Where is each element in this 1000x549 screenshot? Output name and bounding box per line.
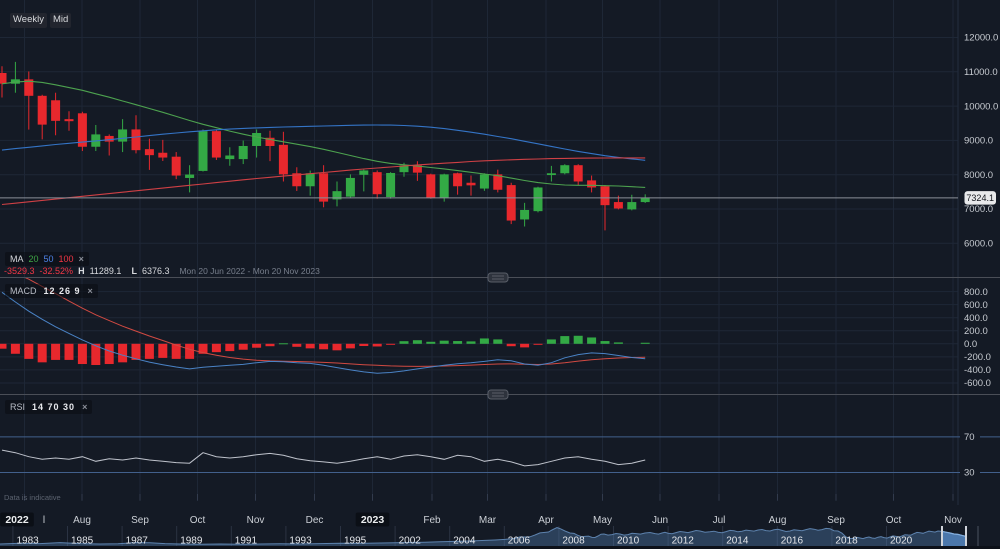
time-label: Aug <box>73 515 91 526</box>
macd-axis-label: 200.0 <box>964 326 988 337</box>
time-axis[interactable]: 2022 l Aug Sep Oct Nov Dec 2023 Feb Mar Apr May Jun J… <box>0 494 962 527</box>
navigator-year-label: 2004 <box>453 536 476 547</box>
time-label: Jun <box>652 515 668 526</box>
navigator-year-label: 1995 <box>344 536 367 547</box>
time-label: May <box>593 515 612 526</box>
price-axis[interactable]: 12000.0 11000.0 10000.0 9000.0 8000.0 7000.0 6… <box>960 33 998 479</box>
navigator-year-label: 1991 <box>235 536 258 547</box>
high-label: H <box>78 266 85 276</box>
last-price-chip: 7324.1 <box>964 191 996 205</box>
macd-pane[interactable] <box>0 267 650 374</box>
price-axis-label: 6000.0 <box>964 239 993 250</box>
time-label: Jul <box>713 515 726 526</box>
navigator[interactable]: 1983 1985 1987 1989 1991 1993 1995 2002 2004 2006… <box>0 526 1000 549</box>
navigator-year-label: 2006 <box>508 536 531 547</box>
ma-param-100: 100 <box>58 254 74 264</box>
rsi-axis-label: 70 <box>964 432 975 443</box>
macd-line <box>1 291 646 374</box>
navigator-year-label: 2016 <box>781 536 804 547</box>
navigator-year-label: 1989 <box>180 536 203 547</box>
ma-close-icon[interactable]: × <box>78 254 84 264</box>
time-label: 2022 <box>5 514 29 526</box>
rsi-axis-label: 30 <box>964 468 975 479</box>
visible-range-text: Mon 20 Jun 2022 - Mon 20 Nov 2023 <box>179 266 320 276</box>
ma-values-row: -3529.3 -32.52% H 11289.1 L 6376.3 Mon 20 Jun … <box>4 266 325 276</box>
macd-axis-label: 400.0 <box>964 313 988 324</box>
interval-button[interactable]: Weekly <box>10 13 47 28</box>
navigator-year-label: 2002 <box>399 536 422 547</box>
ma-legend-title: MA <box>10 254 24 264</box>
price-axis-label: 10000.0 <box>964 101 998 112</box>
ma-param-20: 20 <box>28 254 39 264</box>
separator-1-grip[interactable] <box>487 272 509 283</box>
rsi-params: 14 70 30 <box>32 402 76 412</box>
navigator-year-label: 2014 <box>726 536 749 547</box>
grid-lines <box>0 0 958 501</box>
time-label: Apr <box>538 515 554 526</box>
rsi-line <box>1 449 646 467</box>
macd-axis-label: -400.0 <box>964 365 991 376</box>
ma-legend[interactable]: MA 20 50 100 × <box>5 252 89 266</box>
low-value: 6376.3 <box>141 266 170 276</box>
ma-param-50: 50 <box>43 254 54 264</box>
change-absolute: -3529.3 <box>4 266 35 276</box>
macd-legend[interactable]: MACD 12 26 9 × <box>5 284 98 298</box>
price-axis-label: 7000.0 <box>964 204 993 215</box>
time-label: Sep <box>131 515 149 526</box>
toolbar: Weekly Mid <box>10 13 72 28</box>
macd-axis-label: 0.0 <box>964 339 977 350</box>
rsi-legend[interactable]: RSI 14 70 30 × <box>5 400 93 414</box>
navigator-year-label: 1993 <box>289 536 312 547</box>
price-axis-label: 8000.0 <box>964 170 993 181</box>
macd-axis-label: 600.0 <box>964 300 988 311</box>
time-label: Nov <box>247 515 265 526</box>
price-axis-label: 11000.0 <box>964 67 998 78</box>
time-label: Oct <box>886 515 902 526</box>
macd-close-icon[interactable]: × <box>87 286 93 296</box>
navigator-year-label: 1985 <box>71 536 94 547</box>
macd-axis-label: -200.0 <box>964 352 991 363</box>
ma20-line <box>1 80 646 188</box>
separator-2-grip[interactable] <box>487 389 509 400</box>
time-label: Mar <box>479 515 497 526</box>
data-indicative-note: Data is indicative <box>4 493 61 502</box>
navigator-year-label: 1983 <box>17 536 40 547</box>
price-pane[interactable] <box>0 61 650 231</box>
macd-axis-label: -600.0 <box>964 378 991 389</box>
navigator-year-label: 2018 <box>835 536 858 547</box>
navigator-year-label: 2012 <box>672 536 695 547</box>
navigator-year-label: 2008 <box>562 536 585 547</box>
time-label: Sep <box>827 515 845 526</box>
ma50-line <box>1 124 646 161</box>
macd-params: 12 26 9 <box>43 286 81 296</box>
price-axis-label: 9000.0 <box>964 136 993 147</box>
high-value: 11289.1 <box>89 266 122 276</box>
rsi-pane[interactable] <box>0 436 1000 473</box>
time-label: l <box>43 515 45 526</box>
navigator-year-label: 1987 <box>126 536 149 547</box>
chart-type-button[interactable]: Mid <box>49 13 72 28</box>
time-label: 2023 <box>361 514 385 526</box>
time-label: Aug <box>769 515 787 526</box>
price-axis-label: 12000.0 <box>964 33 998 44</box>
navigator-year-label: 2020 <box>890 536 913 547</box>
time-label: Dec <box>306 515 324 526</box>
macd-histogram <box>0 335 650 366</box>
macd-signal-line <box>24 278 646 367</box>
low-label: L <box>131 266 137 276</box>
time-label: Nov <box>944 515 962 526</box>
bottom-strip <box>0 546 1000 549</box>
rsi-close-icon[interactable]: × <box>82 402 88 412</box>
svg-text:7324.1: 7324.1 <box>966 193 994 203</box>
change-percent: -32.52% <box>39 266 74 276</box>
ma100-line <box>1 157 646 206</box>
rsi-legend-title: RSI <box>10 402 26 412</box>
navigator-year-label: 2010 <box>617 536 640 547</box>
macd-axis-label: 800.0 <box>964 287 988 298</box>
time-label: Feb <box>423 515 441 526</box>
macd-legend-title: MACD <box>10 286 37 296</box>
time-label: Oct <box>190 515 206 526</box>
